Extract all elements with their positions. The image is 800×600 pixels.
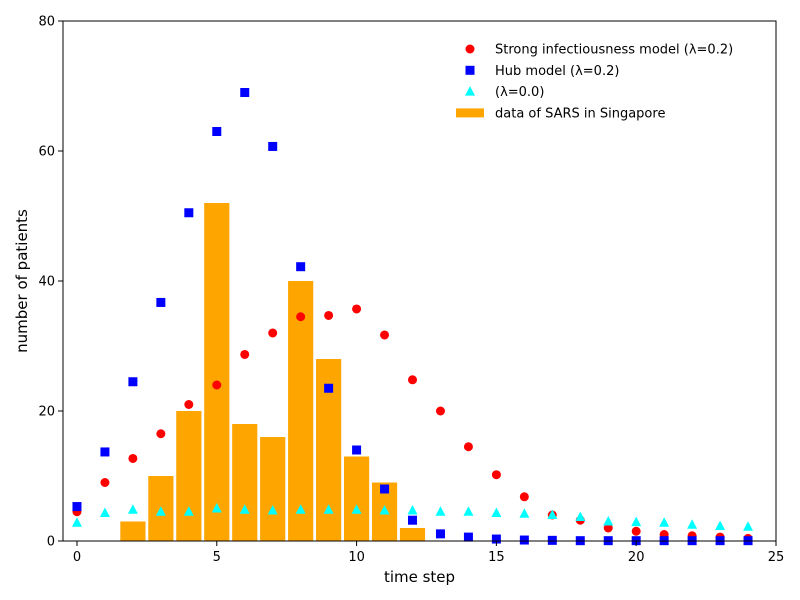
point-triangle-7	[267, 504, 278, 515]
point-square-16	[519, 535, 529, 545]
y-tick-label: 80	[38, 15, 55, 30]
point-square-10	[352, 445, 362, 455]
point-triangle-8	[295, 504, 306, 514]
legend-marker-triangle	[465, 86, 475, 96]
point-square-5	[212, 127, 222, 136]
point-circle-13	[435, 406, 445, 416]
point-square-0	[72, 502, 82, 512]
x-tick-label: 20	[628, 550, 645, 565]
x-axis-ticks: 0 5 10 15 20 25	[73, 541, 784, 565]
bar-sars-2	[120, 521, 146, 541]
point-triangle-12	[407, 504, 418, 515]
x-tick-label: 10	[348, 550, 365, 565]
point-square-17	[547, 535, 557, 545]
bar-sars-10	[344, 456, 370, 541]
point-triangle-11	[379, 504, 390, 515]
legend: Strong infectiousness model (λ=0.2) Hub m…	[456, 43, 733, 121]
bar-sars-6	[232, 424, 258, 541]
point-square-15	[491, 534, 501, 544]
point-circle-6	[240, 349, 250, 359]
point-circle-11	[380, 330, 390, 340]
point-circle-14	[463, 442, 473, 452]
point-triangle-22	[687, 519, 698, 529]
bar-sars-7	[260, 437, 286, 541]
point-circle-4	[184, 400, 194, 409]
point-circle-7	[268, 328, 278, 338]
y-tick-label: 40	[38, 275, 55, 290]
x-tick-label: 15	[488, 550, 505, 565]
point-triangle-24	[743, 521, 754, 531]
x-tick-label: 0	[73, 550, 81, 565]
legend-label: (λ=0.0)	[495, 85, 544, 100]
point-square-4	[184, 208, 194, 218]
point-triangle-16	[519, 508, 530, 518]
point-circle-8	[296, 312, 306, 322]
point-square-7	[268, 141, 278, 151]
point-circle-16	[519, 492, 529, 502]
point-square-9	[324, 383, 334, 393]
bar-sars-12	[399, 528, 426, 541]
legend-marker-circle	[465, 44, 475, 54]
y-axis-ticks: 0 20 40 60 80	[38, 15, 63, 550]
y-tick-label: 20	[38, 405, 55, 420]
point-circle-2	[128, 453, 138, 463]
point-square-14	[463, 532, 473, 542]
point-square-8	[296, 262, 306, 272]
bars-layer	[120, 203, 426, 541]
point-triangle-9	[323, 504, 334, 514]
bar-sars-4	[176, 411, 202, 541]
legend-marker-square	[465, 65, 475, 75]
point-circle-9	[324, 310, 334, 320]
point-circle-1	[100, 478, 110, 487]
y-axis-label: number of patients	[13, 209, 31, 353]
point-circle-19	[603, 523, 613, 533]
point-triangle-17	[547, 509, 558, 519]
point-circle-3	[156, 429, 166, 439]
point-square-11	[380, 484, 390, 494]
point-triangle-4	[183, 506, 194, 516]
x-axis-label: time step	[384, 568, 455, 586]
point-circle-10	[352, 304, 362, 314]
point-circle-20	[631, 526, 641, 536]
point-triangle-23	[715, 520, 726, 531]
point-circle-5	[212, 380, 222, 390]
point-square-6	[240, 88, 250, 97]
point-triangle-2	[127, 504, 138, 514]
markers-layer	[71, 88, 754, 546]
x-tick-label: 5	[213, 550, 221, 565]
point-triangle-13	[435, 506, 446, 516]
point-square-13	[435, 529, 445, 539]
point-triangle-20	[631, 516, 642, 527]
point-circle-12	[408, 375, 418, 385]
point-triangle-10	[351, 504, 362, 514]
point-triangle-19	[603, 516, 614, 526]
point-square-2	[128, 377, 138, 387]
point-circle-15	[491, 470, 501, 480]
point-triangle-5	[211, 503, 222, 513]
x-tick-label: 25	[768, 550, 785, 565]
bar-sars-5	[204, 203, 230, 541]
point-triangle-1	[99, 507, 110, 518]
y-tick-label: 60	[38, 145, 55, 160]
y-tick-label: 0	[47, 535, 55, 550]
point-triangle-6	[239, 504, 250, 514]
point-triangle-14	[463, 506, 474, 516]
bar-sars-8	[288, 281, 314, 541]
point-square-3	[156, 297, 166, 307]
point-triangle-3	[155, 506, 166, 516]
point-triangle-18	[575, 511, 586, 521]
legend-swatch-bar	[456, 108, 484, 118]
legend-label: Strong infectiousness model (λ=0.2)	[495, 43, 733, 58]
legend-label: Hub model (λ=0.2)	[495, 64, 619, 79]
point-triangle-15	[491, 507, 502, 518]
legend-label: data of SARS in Singapore	[495, 106, 665, 121]
point-triangle-0	[71, 517, 82, 527]
plot-frame	[62, 20, 777, 542]
point-square-12	[408, 515, 418, 525]
point-triangle-21	[659, 517, 670, 527]
point-square-1	[100, 447, 110, 457]
